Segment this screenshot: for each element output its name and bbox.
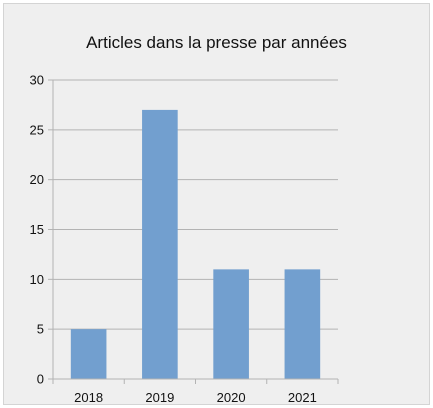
y-tick-label: 5: [37, 322, 44, 337]
x-tick-label: 2018: [74, 390, 103, 405]
y-tick-label: 0: [37, 372, 44, 387]
bar: [70, 329, 107, 379]
y-tick-label: 30: [30, 73, 44, 88]
x-tick-label: 2020: [217, 390, 246, 405]
bar: [284, 269, 321, 379]
y-tick-label: 10: [30, 272, 44, 287]
bar-series: [70, 109, 321, 380]
y-tick-label: 25: [30, 122, 44, 137]
x-axis-tick-labels: 2018 2019 2020 2021: [74, 390, 317, 405]
chart-title: Articles dans la presse par années: [86, 33, 347, 52]
axes: [52, 80, 339, 384]
x-tick-label: 2021: [288, 390, 317, 405]
bar: [213, 269, 249, 379]
x-tick-label: 2019: [145, 390, 174, 405]
y-axis-tick-labels: 0 5 10 15 20 25 30: [30, 73, 44, 387]
y-tick-label: 15: [30, 222, 44, 237]
bar: [142, 109, 178, 380]
y-tick-label: 20: [30, 172, 44, 187]
